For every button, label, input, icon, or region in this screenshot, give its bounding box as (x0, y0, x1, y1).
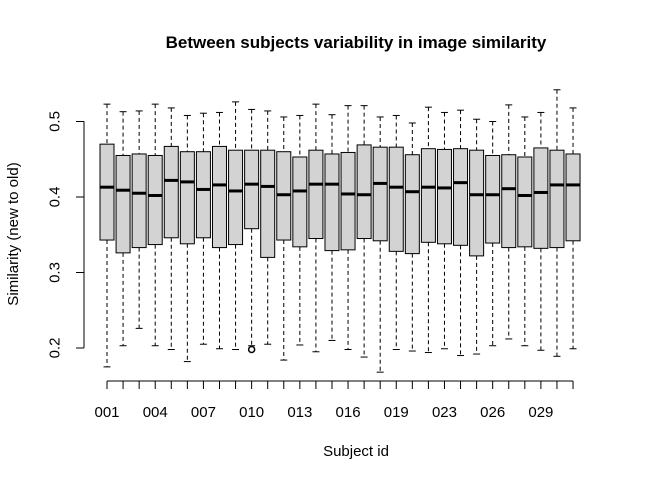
box-29 (549, 89, 565, 357)
box-body (501, 154, 517, 249)
box-body (195, 151, 211, 239)
box-21 (420, 106, 436, 354)
box-4 (147, 103, 163, 347)
box-body (147, 154, 163, 246)
x-tick-label: 023 (432, 404, 457, 421)
box-25 (485, 121, 501, 347)
box-body (356, 144, 372, 240)
box-body (565, 153, 581, 242)
box-10 (244, 108, 260, 354)
box-body (324, 153, 340, 252)
box-8 (211, 111, 227, 350)
box-13 (292, 114, 308, 346)
box-30 (565, 107, 581, 350)
box-26 (501, 104, 517, 340)
y-axis-label: Similarity (new to old) (5, 162, 22, 305)
box-23 (453, 109, 469, 357)
box-18 (372, 116, 388, 373)
box-body (469, 149, 485, 257)
box-7 (195, 112, 211, 345)
box-2 (115, 111, 131, 347)
box-17 (356, 105, 372, 358)
box-body (260, 149, 276, 258)
box-body (517, 156, 533, 248)
box-14 (308, 103, 324, 353)
box-5 (163, 107, 179, 351)
outlier-point (247, 345, 256, 354)
box-body (388, 146, 404, 252)
box-body (340, 151, 356, 251)
box-body (436, 148, 452, 245)
box-20 (404, 122, 420, 352)
box-body (308, 149, 324, 240)
box-15 (324, 114, 340, 341)
box-6 (179, 114, 195, 363)
chart-title: Between subjects variability in image si… (166, 33, 547, 52)
box-body (485, 154, 501, 244)
box-body (372, 146, 388, 242)
box-body (99, 143, 115, 241)
box-1 (99, 103, 115, 368)
box-22 (436, 111, 452, 350)
box-body (163, 145, 179, 239)
x-tick-label: 004 (143, 404, 168, 421)
box-body (244, 149, 260, 230)
x-tick-label: 010 (239, 404, 264, 421)
box-body (292, 156, 308, 248)
box-body (404, 154, 420, 255)
box-body (115, 154, 131, 254)
box-body (211, 145, 227, 249)
x-tick-label: 019 (384, 404, 409, 421)
x-tick-label: 013 (287, 404, 312, 421)
x-axis: 001 004 007 010 013 016 019 023 026 029 (94, 380, 574, 421)
x-tick-label: 016 (336, 404, 361, 421)
box-body (453, 148, 469, 246)
y-axis: 0.2 0.3 0.4 0.5 (46, 111, 85, 359)
box-28 (533, 111, 549, 351)
box-body (533, 147, 549, 249)
x-tick-label: 007 (191, 404, 216, 421)
box-body (420, 148, 436, 243)
box-11 (260, 110, 276, 345)
box-27 (517, 116, 533, 347)
boxes (99, 89, 581, 373)
y-tick-label: 0.3 (46, 262, 63, 283)
box-body (179, 151, 195, 245)
box-body (228, 149, 244, 246)
y-tick-label: 0.4 (46, 187, 63, 208)
box-body (549, 149, 565, 249)
y-tick-label: 0.2 (46, 338, 63, 359)
x-axis-label: Subject id (323, 443, 389, 460)
box-12 (276, 116, 292, 361)
box-3 (131, 110, 147, 329)
x-tick-label: 029 (528, 404, 553, 421)
x-tick-label: 026 (480, 404, 505, 421)
box-body (131, 153, 147, 249)
box-16 (340, 105, 356, 351)
box-9 (228, 101, 244, 351)
box-19 (388, 114, 404, 351)
box-24 (469, 118, 485, 355)
y-tick-label: 0.5 (46, 111, 63, 132)
x-tick-label: 001 (94, 404, 119, 421)
